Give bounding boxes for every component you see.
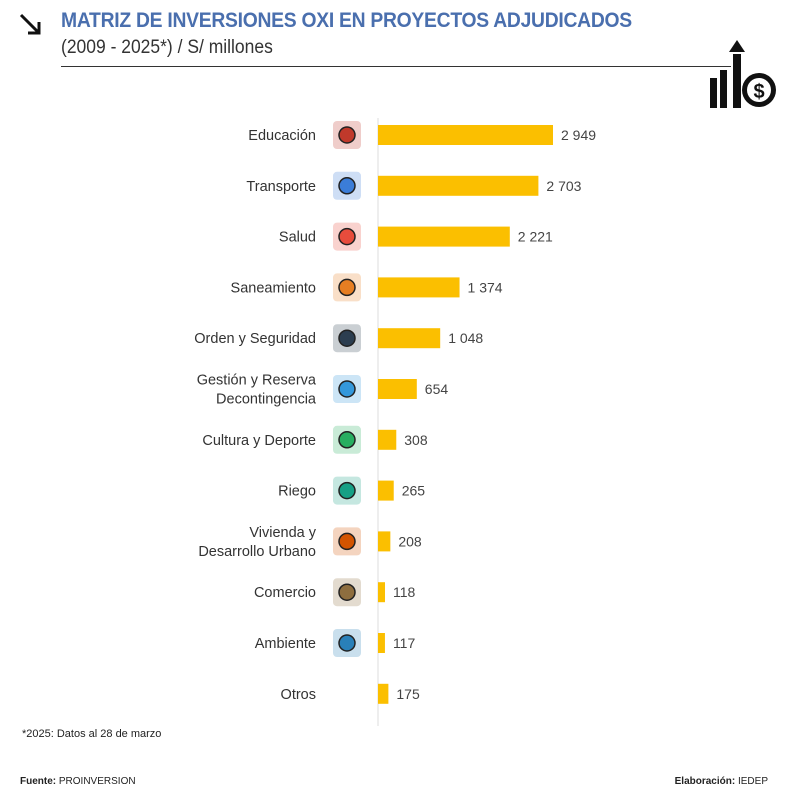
wall-water-icon bbox=[333, 273, 361, 302]
data-label: 118 bbox=[393, 584, 416, 600]
bar-7 bbox=[378, 480, 394, 501]
data-label: 208 bbox=[398, 533, 422, 549]
category-label: Vivienda y Desarrollo Urbano bbox=[198, 525, 316, 560]
data-label: 2 703 bbox=[546, 178, 581, 194]
data-label: 1 048 bbox=[448, 330, 483, 346]
data-label: 117 bbox=[393, 635, 416, 651]
bar-2 bbox=[378, 226, 510, 247]
data-label: 1 374 bbox=[468, 279, 503, 295]
bar-9 bbox=[378, 582, 386, 603]
category-label: Otros bbox=[281, 687, 316, 703]
graduation-cap-books-icon bbox=[333, 121, 361, 149]
police-officer-icon bbox=[333, 324, 361, 353]
runner-icon bbox=[333, 425, 361, 454]
credit-value: IEDEP bbox=[737, 776, 768, 787]
bar-8 bbox=[378, 531, 391, 552]
data-label: 654 bbox=[425, 381, 449, 397]
category-label: Orden y Seguridad bbox=[194, 331, 316, 347]
data-label: 2 221 bbox=[518, 229, 553, 245]
category-label: Salud bbox=[279, 230, 316, 246]
source-value: PROINVERSION bbox=[58, 776, 136, 787]
growth-dollar-icon: $ bbox=[710, 40, 776, 108]
divider bbox=[61, 66, 731, 67]
category-label: Gestión y Reserva Decontingencia bbox=[197, 373, 317, 408]
data-label: 308 bbox=[404, 432, 428, 448]
category-label: Riego bbox=[278, 484, 316, 500]
bar-10 bbox=[378, 633, 385, 653]
svg-text:$: $ bbox=[753, 81, 764, 103]
bar-6 bbox=[378, 429, 397, 450]
sprinkler-icon bbox=[333, 476, 361, 505]
category-label: Comercio bbox=[254, 585, 316, 601]
houses-icon bbox=[333, 527, 361, 556]
source: Fuente: PROINVERSION bbox=[20, 776, 136, 787]
footnote: *2025: Datos al 28 de marzo bbox=[22, 728, 162, 740]
bar-3 bbox=[378, 277, 460, 298]
credit: Elaboración: IEDEP bbox=[675, 776, 768, 787]
data-label: 2 949 bbox=[561, 127, 596, 143]
arrow-down-right-icon bbox=[19, 13, 41, 35]
documents-flow-icon bbox=[333, 375, 361, 403]
category-label: Cultura y Deporte bbox=[202, 433, 316, 449]
bar-0 bbox=[378, 125, 553, 145]
chart-title: MATRIZ DE INVERSIONES OXI EN PROYECTOS A… bbox=[61, 9, 632, 32]
plane-ship-truck-icon bbox=[333, 171, 361, 200]
bar-5 bbox=[378, 379, 417, 399]
category-label: Saneamiento bbox=[231, 280, 316, 296]
category-label: Ambiente bbox=[255, 636, 316, 652]
category-label: Transporte bbox=[246, 179, 316, 195]
credit-label: Elaboración: bbox=[674, 776, 736, 787]
category-label: Educación bbox=[248, 128, 316, 144]
bar-11 bbox=[378, 683, 389, 704]
data-label: 175 bbox=[396, 686, 420, 702]
source-label: Fuente: bbox=[20, 776, 57, 787]
bar-4 bbox=[378, 328, 441, 349]
bar-1 bbox=[378, 175, 539, 196]
chart-subtitle: (2009 - 2025*) / S/ millones bbox=[61, 37, 273, 58]
hands-medical-cross-icon bbox=[333, 222, 361, 251]
globe-boxes-icon bbox=[333, 578, 361, 607]
island-water-icon bbox=[333, 629, 361, 657]
data-label: 265 bbox=[402, 483, 426, 499]
